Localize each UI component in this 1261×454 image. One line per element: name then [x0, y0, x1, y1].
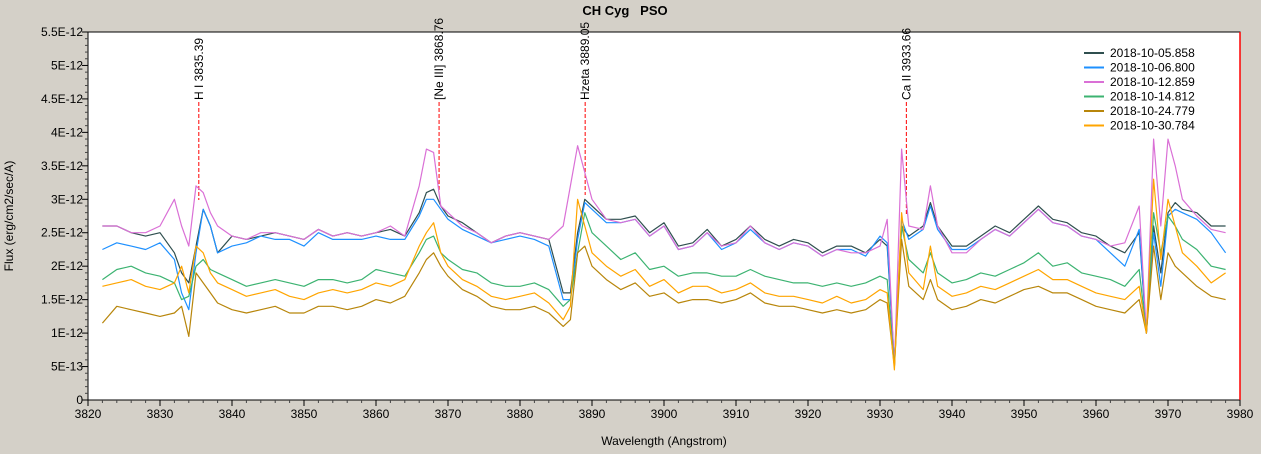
x-tick-label: 3930 — [867, 407, 894, 421]
y-tick-label: 5E-12 — [51, 58, 83, 72]
legend-label: 2018-10-24.779 — [1110, 104, 1195, 118]
x-tick-label: 3900 — [651, 407, 678, 421]
x-tick-label: 3860 — [363, 407, 390, 421]
series-line-2018-10-30.784 — [102, 178, 1226, 371]
marker-label: H I 3835.39 — [192, 38, 206, 100]
x-tick-label: 3880 — [507, 407, 534, 421]
y-tick-label: 4E-12 — [51, 125, 83, 139]
legend-label: 2018-10-05.858 — [1110, 46, 1195, 60]
x-axis-label: Wavelength (Angstrom) — [601, 434, 727, 448]
y-tick-label: 0 — [76, 393, 83, 407]
x-tick-label: 3890 — [579, 407, 606, 421]
x-tick-label: 3940 — [939, 407, 966, 421]
x-tick-label: 3920 — [795, 407, 822, 421]
x-tick-label: 3970 — [1155, 407, 1182, 421]
legend-label: 2018-10-12.859 — [1110, 75, 1195, 89]
x-tick-label: 3960 — [1083, 407, 1110, 421]
legend-label: 2018-10-14.812 — [1110, 90, 1195, 104]
x-tick-label: 3950 — [1011, 407, 1038, 421]
x-tick-label: 3830 — [147, 407, 174, 421]
y-tick-label: 2.5E-12 — [41, 226, 83, 240]
y-tick-label: 3E-12 — [51, 192, 83, 206]
y-tick-label: 4.5E-12 — [41, 92, 83, 106]
y-tick-label: 1.5E-12 — [41, 293, 83, 307]
y-tick-label: 5.5E-12 — [41, 25, 83, 39]
chart-title: CH Cyg PSO — [582, 3, 667, 18]
y-tick-label: 3.5E-12 — [41, 159, 83, 173]
marker-label: [Ne III] 3868.76 — [432, 18, 446, 100]
x-tick-label: 3820 — [75, 407, 102, 421]
series-line-2018-10-14.812 — [102, 212, 1226, 368]
axis-ticks: 0 5E-13 1E-12 1.5E-12 2E-12 2.5E-12 3E-12 3.5E-… — [41, 25, 1254, 421]
x-tick-label: 3870 — [435, 407, 462, 421]
marker-label: Hzeta 3889.05 — [578, 22, 592, 100]
x-tick-label: 3980 — [1227, 407, 1254, 421]
y-axis-label: Flux (erg/cm2/sec/A) — [2, 161, 16, 272]
y-tick-label: 2E-12 — [51, 259, 83, 273]
x-tick-label: 3910 — [723, 407, 750, 421]
x-tick-label: 3840 — [219, 407, 246, 421]
line-markers: H I 3835.39 [Ne III] 3868.76 Hzeta 3889.05… — [192, 18, 913, 215]
x-tick-label: 3850 — [291, 407, 318, 421]
y-tick-label: 1E-12 — [51, 326, 83, 340]
y-tick-label: 5E-13 — [51, 360, 83, 374]
marker-label: Ca II 3933.66 — [899, 28, 913, 100]
legend-label: 2018-10-30.784 — [1110, 119, 1195, 133]
series-line-2018-10-24.779 — [101, 238, 1226, 368]
plot-area — [87, 31, 1241, 401]
series-lines — [101, 138, 1227, 371]
series-line-2018-10-12.859 — [102, 138, 1226, 368]
legend-label: 2018-10-06.800 — [1110, 61, 1195, 75]
legend: 2018-10-05.8582018-10-06.8002018-10-12.8… — [1084, 46, 1195, 133]
